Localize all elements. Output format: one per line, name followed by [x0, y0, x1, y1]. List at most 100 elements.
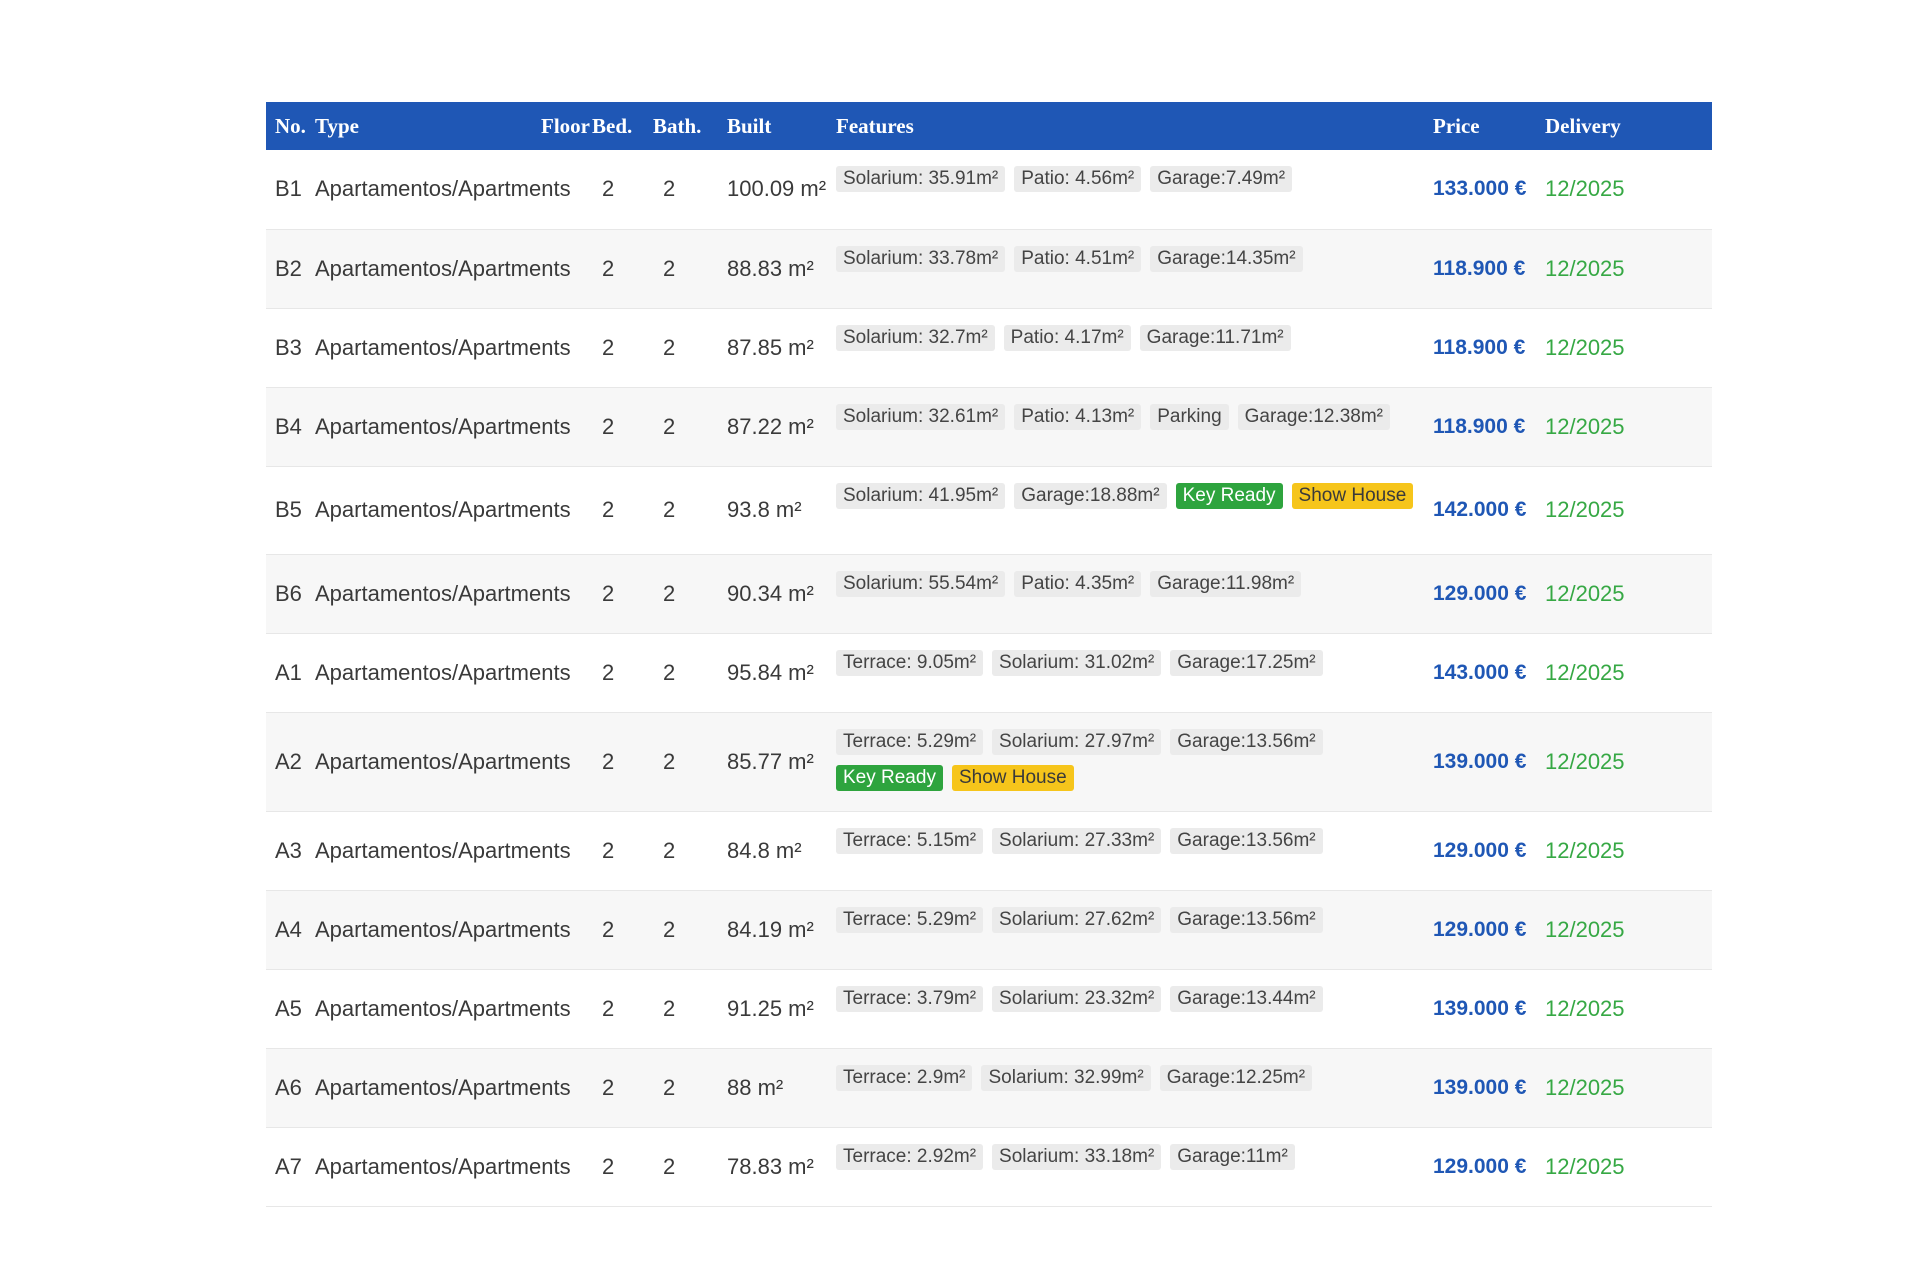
unit-bathrooms: 2: [663, 176, 676, 202]
feature-chip: Garage:13.56m²: [1170, 728, 1323, 755]
unit-price: 118.900 €: [1433, 335, 1526, 359]
header-built: Built: [727, 113, 772, 138]
unit-delivery: 12/2025: [1545, 995, 1625, 1021]
feature-chip: Terrace: 5.15m²: [836, 827, 984, 854]
unit-built-area: 87.85 m²: [727, 334, 814, 360]
unit-type: Apartamentos/Apartments: [315, 580, 571, 606]
feature-chip: Solarium: 32.99m²: [981, 1064, 1151, 1091]
unit-features: Solarium: 32.61m² Patio: 4.13m² Parking Gar…: [827, 387, 1424, 466]
feature-chip: Garage:14.35m²: [1150, 245, 1303, 272]
unit-bedrooms: 2: [602, 1074, 615, 1100]
table-row[interactable]: A2 Apartamentos/Apartments 2 2 85.77 m² Terra…: [266, 712, 1712, 811]
unit-type: Apartamentos/Apartments: [315, 497, 571, 522]
show-house-badge: Show House: [1291, 482, 1414, 509]
unit-features: Terrace: 2.9m² Solarium: 32.99m² Garage:12…: [827, 1048, 1424, 1127]
feature-chip: Solarium: 31.02m²: [992, 649, 1162, 676]
table-row[interactable]: B2 Apartamentos/Apartments 2 2 88.83 m² Solar…: [266, 229, 1712, 308]
unit-type: Apartamentos/Apartments: [315, 837, 571, 863]
unit-bathrooms: 2: [663, 580, 676, 606]
table-row[interactable]: A6 Apartamentos/Apartments 2 2 88 m² Terrace:…: [266, 1048, 1712, 1127]
feature-chip: Solarium: 27.62m²: [992, 906, 1162, 933]
unit-bedrooms: 2: [602, 497, 615, 522]
unit-bedrooms: 2: [602, 580, 615, 606]
table-row[interactable]: B6 Apartamentos/Apartments 2 2 90.34 m² Solar…: [266, 554, 1712, 633]
feature-chip: Terrace: 5.29m²: [836, 906, 984, 933]
table-row[interactable]: B4 Apartamentos/Apartments 2 2 87.22 m² Solar…: [266, 387, 1712, 466]
feature-chip: Terrace: 2.92m²: [836, 1143, 984, 1170]
unit-delivery: 12/2025: [1545, 1074, 1625, 1100]
unit-price: 143.000 €: [1433, 660, 1527, 684]
unit-price: 142.000 €: [1433, 498, 1527, 521]
table-row[interactable]: A4 Apartamentos/Apartments 2 2 84.19 m² Terra…: [266, 890, 1712, 969]
unit-number: A3: [275, 837, 302, 863]
unit-bedrooms: 2: [602, 1153, 615, 1179]
unit-bathrooms: 2: [663, 497, 676, 522]
header-price: Price: [1433, 113, 1480, 138]
feature-chip: Patio: 4.17m²: [1003, 324, 1131, 351]
feature-chip: Parking: [1150, 403, 1229, 430]
unit-price: 118.900 €: [1433, 414, 1526, 438]
feature-chip: Patio: 4.13m²: [1014, 403, 1142, 430]
unit-built-area: 91.25 m²: [727, 995, 814, 1021]
header-delivery: Delivery: [1545, 113, 1621, 138]
feature-chip: Solarium: 27.33m²: [992, 827, 1162, 854]
unit-number: A2: [275, 748, 302, 774]
feature-chip: Solarium: 23.32m²: [992, 985, 1162, 1012]
unit-built-area: 93.8 m²: [727, 497, 802, 522]
unit-built-area: 84.8 m²: [727, 837, 802, 863]
unit-number: B2: [275, 255, 302, 281]
unit-features: Solarium: 32.7m² Patio: 4.17m² Garage:11.7…: [827, 308, 1424, 387]
unit-features: Terrace: 5.29m² Solarium: 27.62m² Garage:1…: [827, 890, 1424, 969]
unit-built-area: 88 m²: [727, 1074, 784, 1100]
table-row[interactable]: B5 Apartamentos/Apartments 2 2 93.8 m² Solari…: [266, 466, 1712, 554]
feature-chip: Garage:11.71m²: [1139, 324, 1291, 351]
unit-number: B3: [275, 334, 302, 360]
table-row[interactable]: A7 Apartamentos/Apartments 2 2 78.83 m² Terra…: [266, 1127, 1712, 1206]
table-row[interactable]: B1 Apartamentos/Apartments 2 2 100.09 m² Sola…: [266, 150, 1712, 229]
unit-bedrooms: 2: [602, 916, 615, 942]
feature-chip: Terrace: 9.05m²: [836, 649, 984, 676]
unit-number: A1: [275, 659, 302, 685]
unit-features: Solarium: 41.95m² Garage:18.88m² Key Ready…: [827, 466, 1424, 554]
unit-bathrooms: 2: [663, 748, 676, 774]
unit-number: A6: [275, 1074, 302, 1100]
feature-chip: Garage:11m²: [1170, 1143, 1295, 1170]
unit-number: A4: [275, 916, 302, 942]
table-row[interactable]: A5 Apartamentos/Apartments 2 2 91.25 m² Terra…: [266, 969, 1712, 1048]
header-bath: Bath.: [653, 113, 702, 138]
unit-features: Solarium: 35.91m² Patio: 4.56m² Garage:7.4…: [827, 150, 1424, 229]
feature-chip: Patio: 4.35m²: [1014, 570, 1142, 597]
unit-price: 129.000 €: [1433, 838, 1527, 862]
unit-delivery: 12/2025: [1545, 1153, 1625, 1179]
table-row[interactable]: A3 Apartamentos/Apartments 2 2 84.8 m² Terrac…: [266, 811, 1712, 890]
unit-type: Apartamentos/Apartments: [315, 176, 571, 202]
header-no: No.: [275, 113, 306, 138]
unit-type: Apartamentos/Apartments: [315, 916, 571, 942]
unit-bathrooms: 2: [663, 1074, 676, 1100]
unit-delivery: 12/2025: [1545, 916, 1625, 942]
unit-built-area: 84.19 m²: [727, 916, 814, 942]
unit-type: Apartamentos/Apartments: [315, 413, 571, 439]
feature-chip: Solarium: 27.97m²: [992, 728, 1162, 755]
feature-chip: Garage:11.98m²: [1150, 570, 1302, 597]
table-row[interactable]: B3 Apartamentos/Apartments 2 2 87.85 m² Solar…: [266, 308, 1712, 387]
unit-price: 139.000 €: [1433, 749, 1527, 773]
unit-features: Terrace: 5.15m² Solarium: 27.33m² Garage:1…: [827, 811, 1424, 890]
feature-chip: Solarium: 33.78m²: [836, 245, 1006, 272]
feature-chip: Patio: 4.51m²: [1014, 245, 1142, 272]
feature-chip: Solarium: 55.54m²: [836, 570, 1006, 597]
feature-chip: Garage:18.88m²: [1014, 482, 1167, 509]
unit-price: 129.000 €: [1433, 1154, 1527, 1178]
table-body: B1 Apartamentos/Apartments 2 2 100.09 m² Sola…: [266, 150, 1712, 1206]
unit-delivery: 12/2025: [1545, 748, 1625, 774]
feature-chip: Solarium: 32.7m²: [836, 324, 995, 351]
unit-bedrooms: 2: [602, 748, 615, 774]
unit-number: A5: [275, 995, 302, 1021]
table-row[interactable]: A1 Apartamentos/Apartments 2 2 95.84 m² Terra…: [266, 633, 1712, 712]
unit-bedrooms: 2: [602, 255, 615, 281]
header-floor: Floor: [541, 113, 590, 138]
unit-type: Apartamentos/Apartments: [315, 1153, 571, 1179]
show-house-badge: Show House: [951, 764, 1074, 791]
key-ready-badge: Key Ready: [1175, 482, 1283, 509]
feature-chip: Terrace: 3.79m²: [836, 985, 984, 1012]
